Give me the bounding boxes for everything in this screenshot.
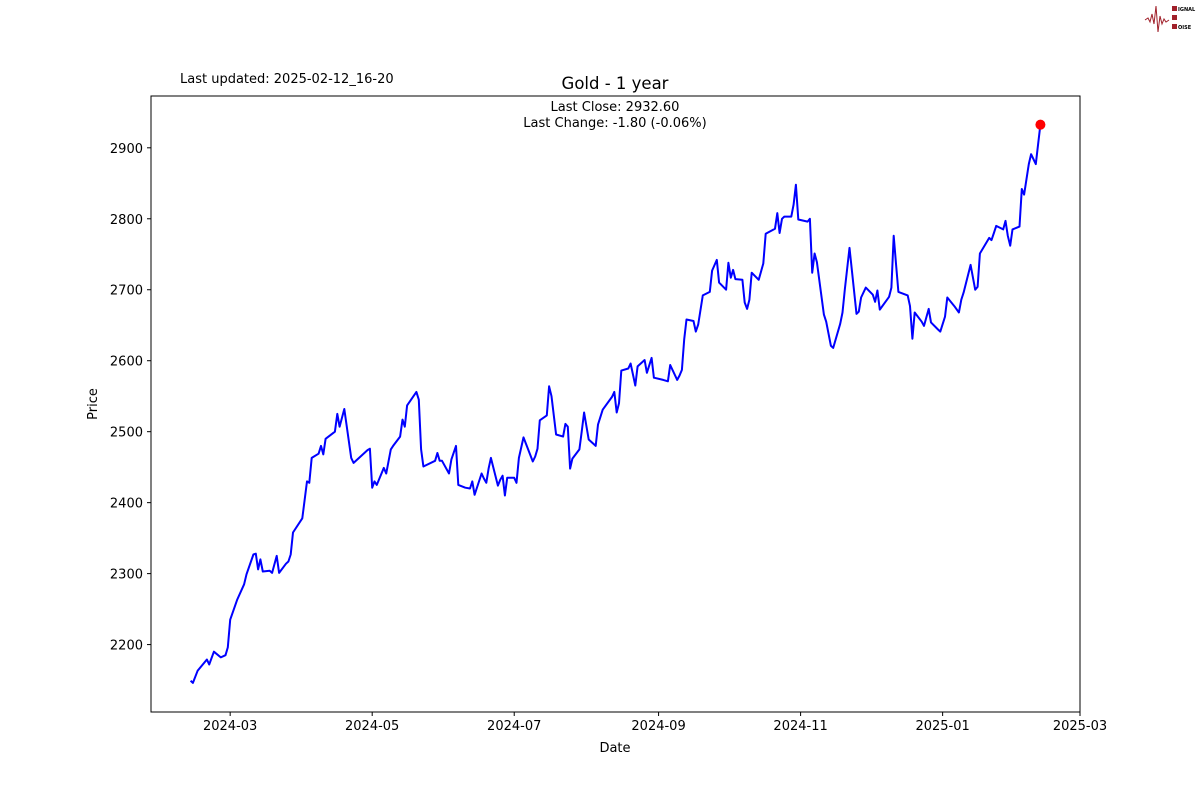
x-tick-label: 2024-11 [773,719,827,734]
plot-frame [150,95,1081,713]
signal-2-noise-logo: IGNAL OISE [1144,5,1196,33]
x-axis-label: Date [599,741,630,756]
y-tick-label: 2300 [110,568,143,583]
svg-text:IGNAL: IGNAL [1178,7,1196,13]
y-tick-label: 2900 [110,142,143,157]
y-tick-label: 2400 [110,497,143,512]
chart-title: Gold - 1 year [562,74,669,93]
x-tick-label: 2024-07 [487,719,541,734]
x-tick-label: 2025-03 [1053,719,1107,734]
y-axis-label: Price [86,388,101,420]
y-tick-label: 2200 [110,639,143,654]
y-tick-label: 2500 [110,426,143,441]
svg-text:OISE: OISE [1178,25,1192,31]
y-tick-label: 2600 [110,355,143,370]
x-tick-label: 2024-09 [631,719,685,734]
last-change-annotation: Last Change: -1.80 (-0.06%) [523,116,706,131]
y-tick-label: 2700 [110,284,143,299]
x-tick-label: 2024-03 [203,719,257,734]
x-tick-label: 2024-05 [345,719,399,734]
price-series-line [189,124,1042,684]
last-updated-label: Last updated: 2025-02-12_16-20 [180,72,394,87]
last-close-annotation: Last Close: 2932.60 [551,100,680,115]
y-tick-label: 2800 [110,213,143,228]
last-close-marker [1035,119,1046,130]
x-tick-label: 2025-01 [915,719,969,734]
